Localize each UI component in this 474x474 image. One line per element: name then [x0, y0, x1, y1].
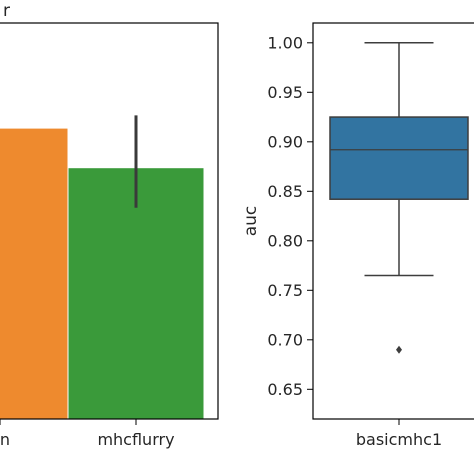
y-tick-label-0.80: 0.80: [267, 231, 303, 250]
y-tick-label-1.00: 1.00: [267, 33, 303, 52]
y-tick-label-0.85: 0.85: [267, 182, 303, 201]
right-y-axis-label: auc: [241, 206, 261, 237]
y-tick-label-0.65: 0.65: [267, 380, 303, 399]
y-tick-label-0.90: 0.90: [267, 132, 303, 151]
outlier-point-0: [396, 345, 402, 354]
right-plot-frame: [312, 22, 474, 420]
y-tick-label-0.95: 0.95: [267, 83, 303, 102]
left-plot-frame: [0, 22, 219, 420]
left-bar-panel: r an mhcflurry: [0, 1, 219, 449]
right-box-panel: 0.65 0.70 0.75 0.80 0.85 0.90 0.95 1.00 basicmh…: [241, 22, 474, 449]
x-tick-label-an: an: [0, 430, 10, 449]
y-tick-label-0.70: 0.70: [267, 330, 303, 349]
bar-an: [0, 128, 68, 419]
y-tick-label-0.75: 0.75: [267, 281, 303, 300]
box-iqr: [329, 116, 469, 200]
left-panel-title-fragment: r: [3, 1, 10, 21]
bar-mhcflurry: [68, 168, 204, 419]
x-tick-label-mhcflurry: mhcflurry: [97, 430, 174, 449]
x-tick-label-basicmhc1: basicmhc1: [356, 430, 442, 449]
